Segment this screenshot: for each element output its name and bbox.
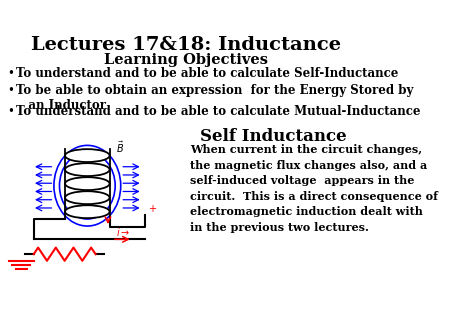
Ellipse shape (65, 149, 110, 162)
Text: Self Inductance: Self Inductance (200, 128, 346, 145)
Ellipse shape (65, 205, 110, 218)
Text: To be able to obtain an expression  for the Energy Stored by
   an Inductor: To be able to obtain an expression for t… (16, 84, 413, 112)
Text: To understand and to be able to calculate Mutual-Inductance: To understand and to be able to calculat… (16, 105, 420, 118)
Text: $i\rightarrow$: $i\rightarrow$ (116, 226, 130, 238)
Text: Learning Objectives: Learning Objectives (104, 53, 268, 67)
Text: •: • (7, 84, 14, 97)
Text: When current in the circuit changes,
the magnetic flux changes also, and a
self-: When current in the circuit changes, the… (190, 144, 438, 233)
Text: To understand and to be able to calculate Self-Inductance: To understand and to be able to calculat… (16, 67, 398, 80)
Ellipse shape (65, 191, 110, 204)
Text: Lectures 17&18: Inductance: Lectures 17&18: Inductance (32, 36, 342, 54)
Ellipse shape (65, 163, 110, 176)
Ellipse shape (65, 177, 110, 190)
Text: $\vec{B}$: $\vec{B}$ (116, 139, 124, 155)
Text: •: • (7, 67, 14, 80)
Text: •: • (7, 105, 14, 118)
Text: +: + (148, 204, 156, 214)
